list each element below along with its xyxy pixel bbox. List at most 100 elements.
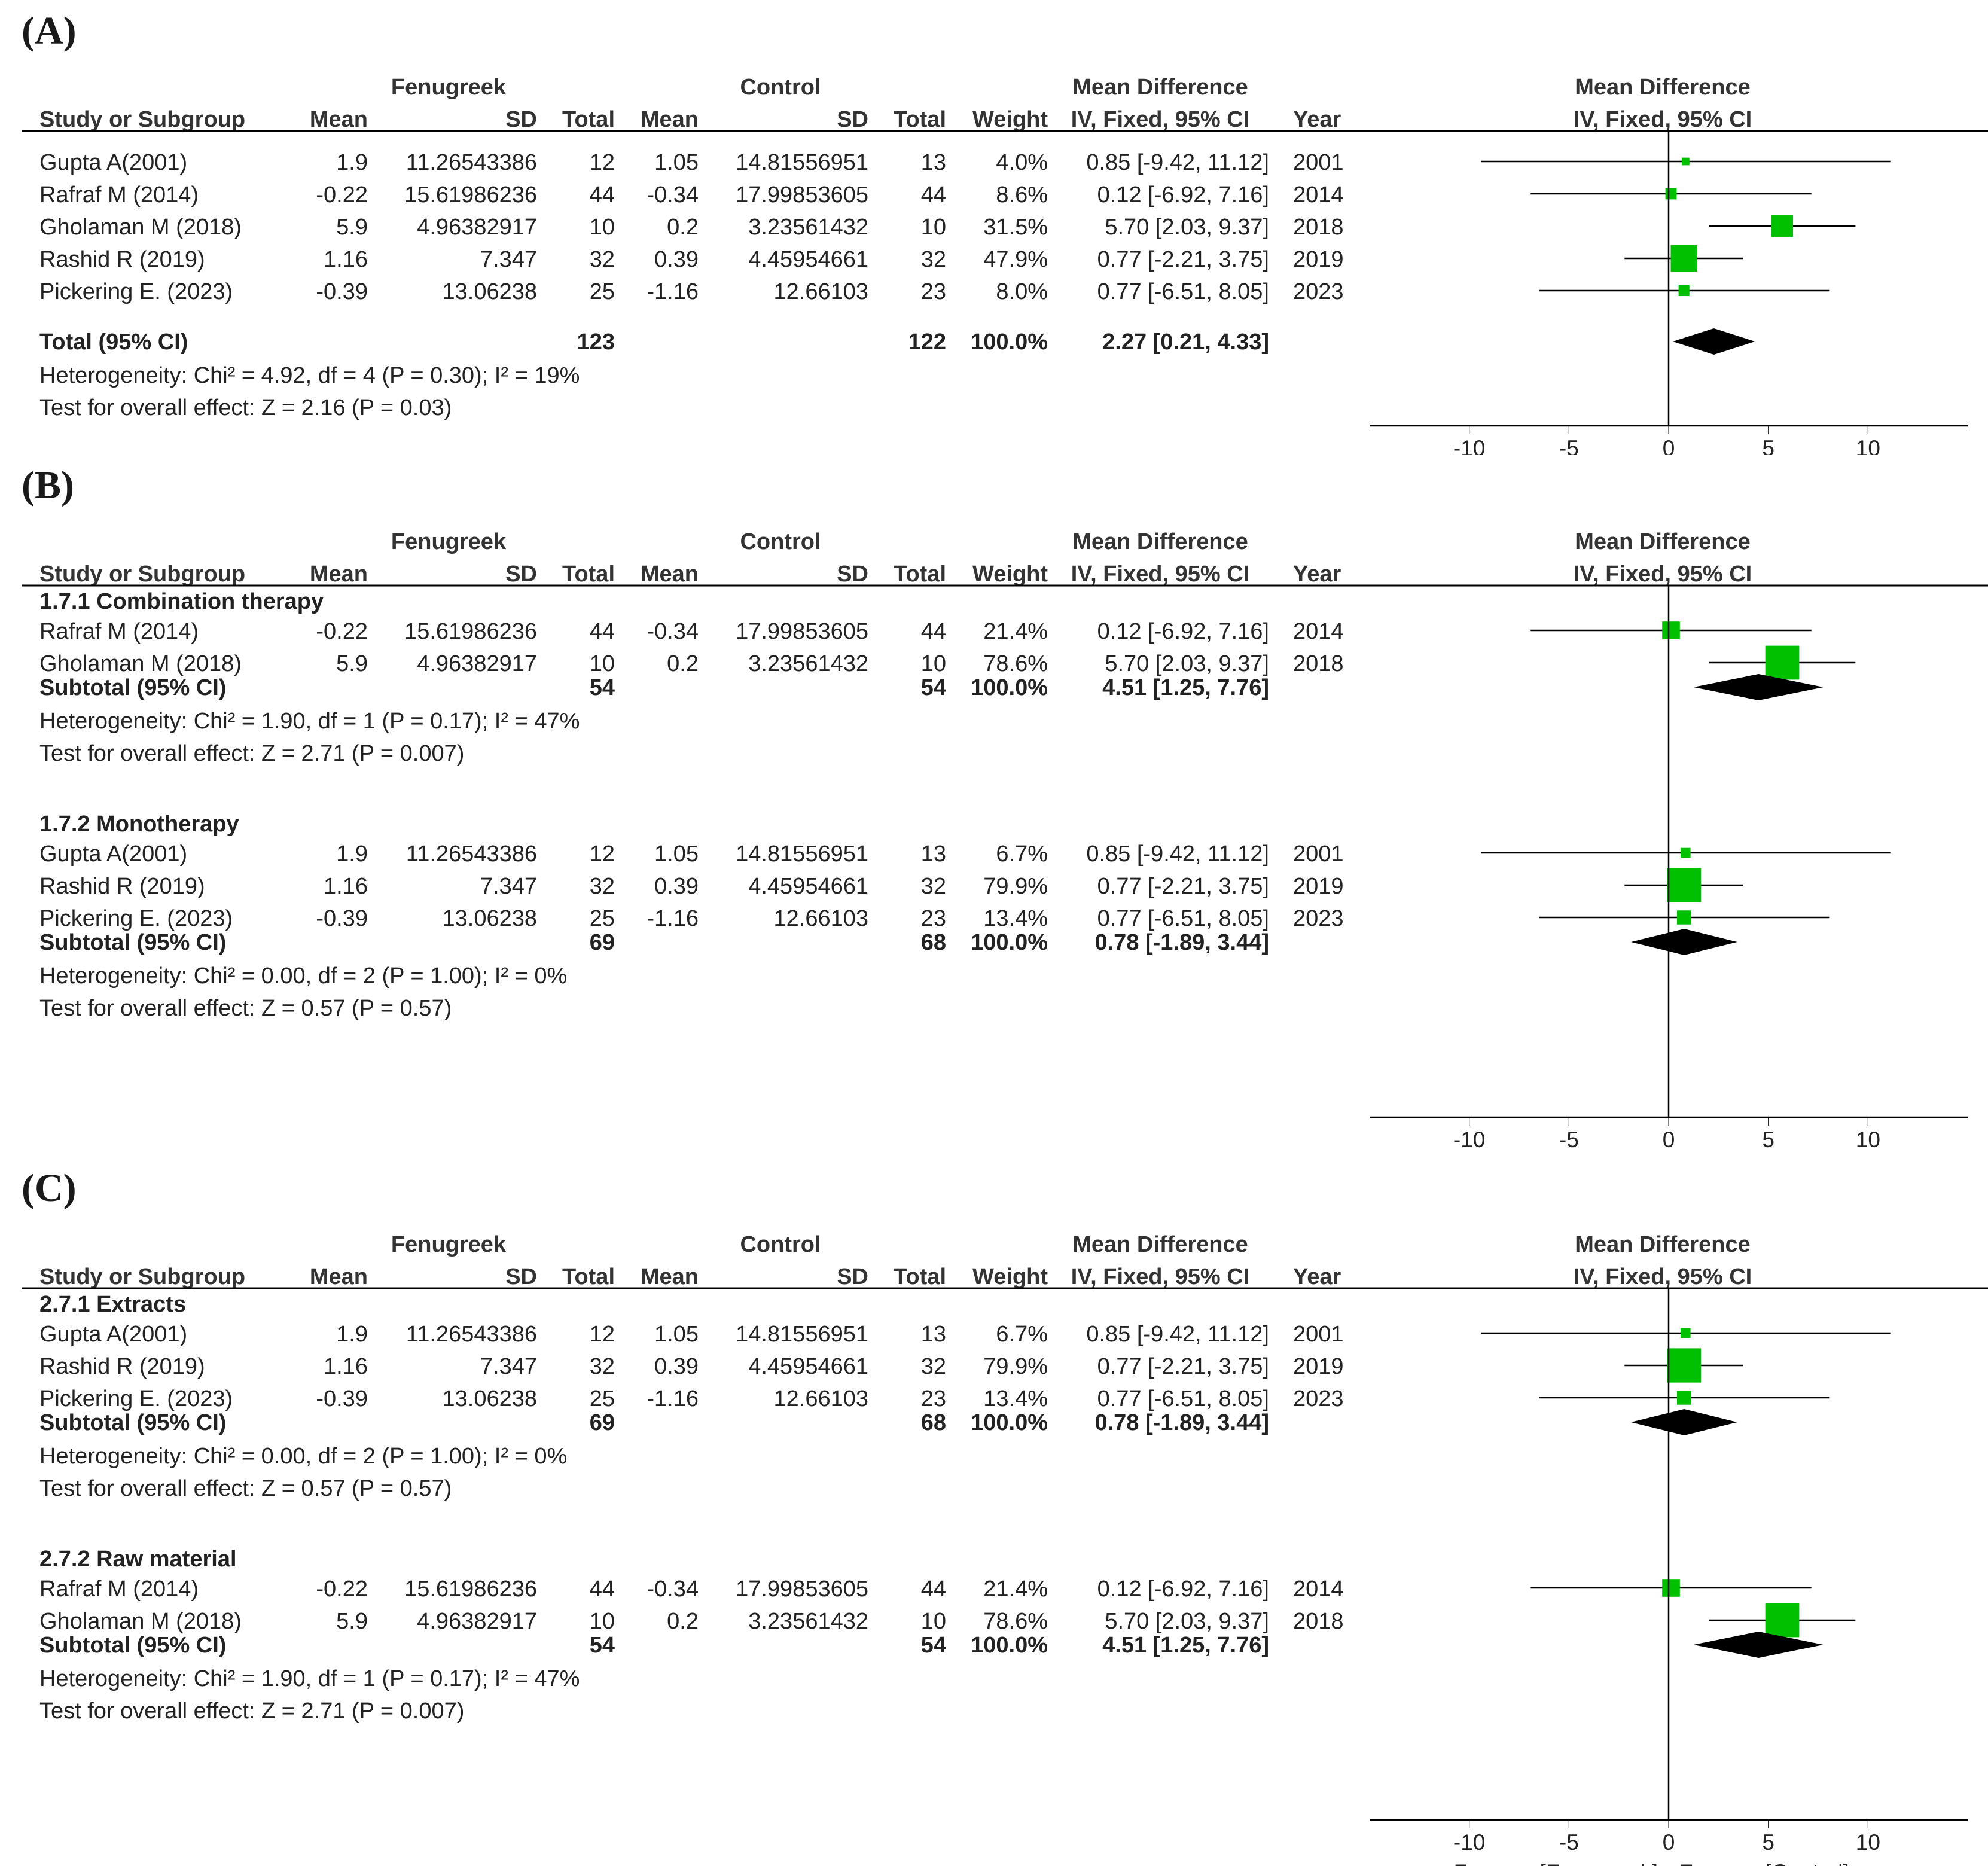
panel-a: (A) Fenugreek Control Mean Difference Mean … — [0, 0, 1988, 455]
mean1-value: 1.16 — [324, 1354, 368, 1379]
mean2-header: Mean — [641, 562, 699, 587]
mean2-value: 0.2 — [667, 651, 699, 676]
sd2-value: 12.66103 — [774, 906, 869, 931]
group1-header: Fenugreek — [391, 75, 507, 100]
subtotal-label: Subtotal (95% CI) — [39, 1633, 226, 1658]
subtotal-label: Subtotal (95% CI) — [39, 675, 226, 700]
mean2-value: 0.2 — [667, 215, 699, 240]
mean1-header: Mean — [310, 562, 368, 587]
overall-effect-text: Test for overall effect: Z = 2.71 (P = 0… — [39, 741, 464, 766]
mean2-value: -1.16 — [647, 906, 699, 931]
study-name: Gupta A(2001) — [39, 1322, 187, 1347]
pooled-diamond — [1693, 1632, 1824, 1658]
sd2-value: 14.81556951 — [736, 841, 868, 867]
subtotal-label: Subtotal (95% CI) — [39, 930, 226, 955]
year-value: 2023 — [1293, 1386, 1344, 1411]
pooled-diamond — [1631, 1409, 1737, 1435]
mean1-value: 1.16 — [324, 874, 368, 899]
study-name: Gholaman M (2018) — [39, 1609, 242, 1634]
subtotal-total1: 69 — [590, 930, 615, 955]
ci-value: 0.77 [-2.21, 3.75] — [1097, 1354, 1269, 1379]
group2-header: Control — [740, 75, 821, 100]
ci-value: 5.70 [2.03, 9.37] — [1105, 651, 1269, 676]
mean1-value: 1.16 — [324, 247, 368, 272]
year-value: 2014 — [1293, 182, 1344, 208]
mean1-value: 1.9 — [336, 841, 368, 867]
study-marker — [1665, 188, 1677, 200]
mean2-value: 0.2 — [667, 1609, 699, 1634]
mean1-header: Mean — [310, 1264, 368, 1289]
year-value: 2001 — [1293, 150, 1344, 175]
year-value: 2023 — [1293, 279, 1344, 304]
panel-c: (C) Fenugreek Control Mean Difference Mean … — [0, 1157, 1988, 1866]
mean1-value: 5.9 — [336, 1609, 368, 1634]
study-name: Gupta A(2001) — [39, 150, 187, 175]
total2-value: 32 — [921, 1354, 946, 1379]
total2-header: Total — [894, 107, 946, 132]
subtotal-total1: 54 — [590, 675, 615, 700]
weight-value: 6.7% — [996, 1322, 1048, 1347]
sd1-value: 7.347 — [480, 874, 537, 899]
group2-header: Control — [740, 529, 821, 554]
sd2-value: 17.99853605 — [736, 619, 868, 644]
mean2-value: -0.34 — [647, 1577, 699, 1602]
sd2-value: 14.81556951 — [736, 1322, 868, 1347]
md-header: Mean Difference — [1072, 1232, 1248, 1257]
weight-value: 13.4% — [983, 906, 1048, 931]
total2-value: 23 — [921, 279, 946, 304]
total1-value: 32 — [590, 1354, 615, 1379]
sd2-value: 3.23561432 — [748, 1609, 868, 1634]
total1-value: 10 — [590, 651, 615, 676]
study-marker — [1676, 910, 1691, 925]
subtotal-weight: 100.0% — [971, 330, 1048, 355]
total2-value: 23 — [921, 906, 946, 931]
ci-value: 0.77 [-2.21, 3.75] — [1097, 247, 1269, 272]
x-tick-label: -5 — [1559, 436, 1579, 455]
mean2-value: -1.16 — [647, 279, 699, 304]
sd1-value: 4.96382917 — [417, 1609, 537, 1634]
study-marker — [1667, 868, 1702, 902]
mean2-value: 0.39 — [654, 1354, 699, 1379]
mean2-value: 0.39 — [654, 874, 699, 899]
sd2-value: 14.81556951 — [736, 150, 868, 175]
sd2-value: 3.23561432 — [748, 651, 868, 676]
x-tick-label: 5 — [1762, 1830, 1774, 1855]
sd1-value: 11.26543386 — [406, 1322, 537, 1347]
x-tick-label: 5 — [1762, 1127, 1774, 1152]
x-tick-label: 0 — [1663, 1127, 1675, 1152]
ci-value: 5.70 [2.03, 9.37] — [1105, 1609, 1269, 1634]
mean2-header: Mean — [641, 107, 699, 132]
heterogeneity-text: Heterogeneity: Chi² = 0.00, df = 2 (P = … — [39, 964, 567, 989]
weight-value: 8.0% — [996, 279, 1048, 304]
sd2-header: SD — [837, 562, 868, 587]
ci-value: 0.85 [-9.42, 11.12] — [1086, 1322, 1269, 1347]
x-tick-label: 10 — [1856, 436, 1880, 455]
weight-value: 78.6% — [983, 651, 1048, 676]
subtotal-ci: 4.51 [1.25, 7.76] — [1102, 1633, 1269, 1658]
study-name: Rafraf M (2014) — [39, 619, 199, 644]
total1-header: Total — [562, 107, 615, 132]
md-ci-header: IV, Fixed, 95% CI — [1071, 107, 1250, 132]
weight-header: Weight — [972, 107, 1048, 132]
subtotal-ci: 0.78 [-1.89, 3.44] — [1094, 930, 1269, 955]
subtotal-total2: 68 — [921, 1410, 946, 1435]
x-tick-label: 0 — [1663, 436, 1675, 455]
ci-value: 0.77 [-6.51, 8.05] — [1097, 906, 1269, 931]
sd2-value: 17.99853605 — [736, 1577, 868, 1602]
heterogeneity-text: Heterogeneity: Chi² = 1.90, df = 1 (P = … — [39, 709, 580, 734]
mean2-value: -0.34 — [647, 619, 699, 644]
year-value: 2019 — [1293, 1354, 1344, 1379]
study-name: Pickering E. (2023) — [39, 906, 233, 931]
year-value: 2018 — [1293, 651, 1344, 676]
subtotal-weight: 100.0% — [971, 675, 1048, 700]
year-value: 2019 — [1293, 247, 1344, 272]
weight-value: 21.4% — [983, 619, 1048, 644]
ci-value: 0.77 [-6.51, 8.05] — [1097, 279, 1269, 304]
study-marker — [1771, 215, 1793, 237]
sd1-value: 11.26543386 — [406, 150, 537, 175]
year-value: 2014 — [1293, 1577, 1344, 1602]
mean1-value: 5.9 — [336, 651, 368, 676]
total1-value: 25 — [590, 279, 615, 304]
sd2-value: 3.23561432 — [748, 215, 868, 240]
x-tick-label: 10 — [1856, 1830, 1880, 1855]
